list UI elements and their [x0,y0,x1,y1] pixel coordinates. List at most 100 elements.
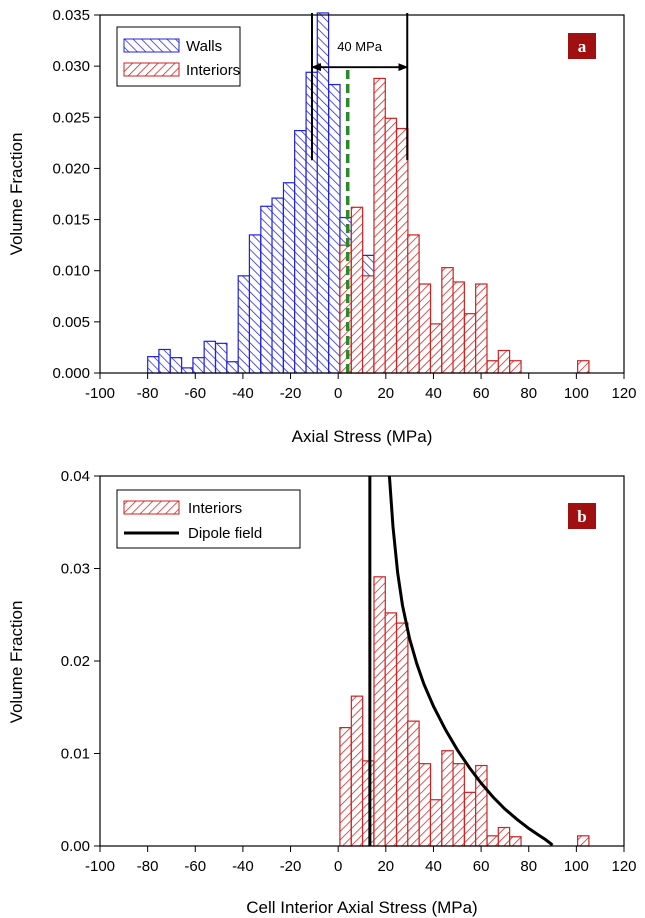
bar [577,835,590,847]
y-axis-label: Volume Fraction [7,133,26,256]
legend-label-dipole: Dipole field [188,525,262,542]
panel-tag-b: b [568,503,596,529]
legend: Interiors Dipole field [116,489,301,549]
bar [577,360,590,374]
bar [418,763,432,847]
x-tick-label: -100 [85,385,115,402]
bar [361,275,375,374]
y-tick-label: 0.00 [61,838,90,855]
bar [452,281,465,374]
y-tick-label: 0.025 [52,109,90,126]
x-tick-label: 20 [377,858,394,875]
bar [463,313,477,374]
x-tick-label: -20 [280,385,302,402]
bar [407,234,420,374]
bar [452,763,465,847]
y-tick-label: 0.035 [52,7,90,24]
x-tick-label: 60 [473,385,490,402]
bar [180,367,194,374]
panel-tag-a-box [568,33,596,59]
y-tick-label: 0.02 [61,653,90,670]
y-axis-ticks: 0.000 0.005 0.010 0.015 0.020 0.025 0.030 0.035 [52,7,100,382]
bar [339,244,352,374]
interiors-series [339,576,590,847]
bar [418,283,432,374]
bar [486,835,500,847]
bar [384,612,398,847]
interiors-series [339,77,590,374]
panel-tag-a-text: a [578,37,587,56]
x-tick-label: 80 [520,385,537,402]
bar [203,340,217,374]
x-tick-label: -60 [184,385,206,402]
bar [147,356,160,374]
bar [248,234,262,374]
x-tick-label: -60 [184,858,206,875]
bar [486,360,500,374]
bar [509,836,522,847]
y-tick-label: 0.000 [52,365,90,382]
x-axis-ticks: -100 -80 -60 -40 -20 0 20 40 60 80 100 120 [85,373,637,402]
bar [294,129,307,374]
legend-box [116,489,301,549]
x-tick-label: 60 [473,858,490,875]
y-tick-label: 0.04 [61,468,90,485]
panel-b: -100 -80 -60 -40 -20 0 20 40 60 80 100 120 0.00 0.01… [7,468,637,917]
x-axis-ticks: -100 -80 -60 -40 -20 0 20 40 60 80 100 120 [85,846,637,875]
bar [373,576,386,847]
bar [158,348,171,374]
legend-label-interiors: Interiors [188,500,242,517]
x-tick-label: 20 [377,385,394,402]
x-tick-label: -40 [232,858,254,875]
y-tick-label: 0.01 [61,746,90,763]
panel-a: 40 MPa -100 -80 -60 -40 -20 0 20 40 60 80 100 120 0… [7,7,637,446]
bar [497,826,511,847]
y-axis-label: Volume Fraction [7,601,26,724]
y-tick-label: 0.030 [52,58,90,75]
x-tick-label: 40 [425,385,442,402]
x-tick-label: -80 [137,385,159,402]
dipole-right-branch [387,475,554,847]
x-tick-label: 80 [520,858,537,875]
bar [237,275,251,374]
plot-frame [99,14,625,374]
bar [350,206,364,374]
bar [441,750,454,847]
x-axis-label: Axial Stress (MPa) [292,427,433,446]
bar [328,83,341,374]
bar [350,695,364,847]
legend-swatch-interiors [123,62,180,77]
bar [169,357,183,374]
bar [407,720,420,847]
annotation-label-bg [333,38,386,55]
bar [395,127,409,374]
bar [361,760,375,847]
panel-tag-b-text: b [577,507,586,526]
bar [429,323,443,374]
x-axis-label: Cell Interior Axial Stress (MPa) [246,898,477,917]
panel-tag-a: a [568,33,596,59]
dipole-field-series [368,475,554,847]
bar [373,77,386,374]
y-axis-ticks: 0.00 0.01 0.02 0.03 0.04 [61,468,100,855]
bar [441,267,454,374]
x-tick-label: 0 [334,858,342,875]
bar [339,726,352,847]
y-tick-label: 0.020 [52,160,90,177]
panel-tag-b-box [568,503,596,529]
y-tick-label: 0.005 [52,314,90,331]
y-tick-label: 0.015 [52,212,90,229]
bar [384,117,398,374]
legend: Walls Interiors [116,26,241,87]
bar [429,799,443,847]
x-tick-label: 120 [611,858,636,875]
bar [260,205,273,374]
legend-label-walls: Walls [186,38,222,55]
legend-label-interiors: Interiors [186,62,240,79]
y-tick-label: 0.03 [61,561,90,578]
x-tick-label: -100 [85,858,115,875]
x-tick-label: 100 [564,385,589,402]
bar [192,357,205,374]
x-tick-label: 100 [564,858,589,875]
